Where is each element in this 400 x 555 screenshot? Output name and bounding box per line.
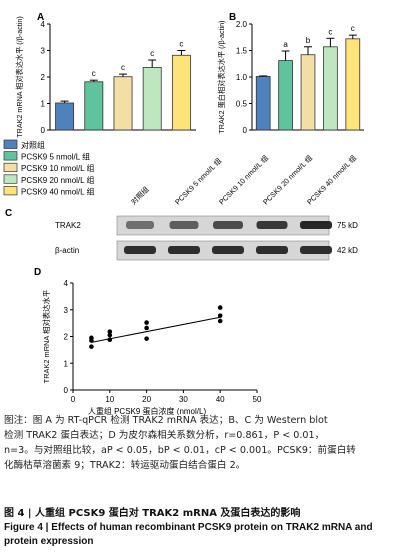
blot-band: [169, 221, 199, 229]
y-tick-label: 2: [41, 73, 46, 82]
y-tick-label: 0: [243, 126, 248, 135]
y-tick-label: 0: [64, 386, 69, 395]
x-tick-label: 30: [179, 395, 188, 404]
y-axis-label: TRAK2 蛋白相对表达水平 (/β-actin): [217, 20, 226, 133]
significance-label: c: [328, 27, 332, 36]
legend-swatch: [3, 162, 18, 173]
x-tick-label: 10: [105, 395, 114, 404]
legend-label: PCSK9 40 nmol/L 组: [21, 186, 95, 196]
significance-label: c: [179, 40, 183, 49]
blot-band: [213, 221, 243, 229]
blot-band: [256, 221, 288, 229]
x-tick-label: 20: [142, 395, 151, 404]
bar: [55, 102, 75, 131]
x-tick-label: 50: [253, 395, 262, 404]
blot-band: [256, 246, 288, 254]
legend-label: 对照组: [21, 140, 45, 150]
lane-label: PCSK9 5 nmol/L 组: [173, 156, 223, 206]
y-tick-label: 2.0: [236, 20, 248, 29]
data-point: [217, 318, 223, 324]
caption-line-1: 图注：图 A 为 RT-qPCR 检测 TRAK2 mRNA 表达；B、C 为 …: [4, 415, 328, 426]
panel-label-C: C: [5, 208, 12, 219]
caption-line-4: 化酶枯草溶菌素 9；TRAK2：转运驱动蛋白结合蛋白 2。: [4, 460, 246, 471]
panel-label-D: D: [34, 267, 41, 278]
bar: [300, 54, 316, 131]
blot-band: [300, 221, 332, 229]
bar: [113, 76, 133, 131]
y-tick-label: 1.5: [236, 47, 248, 56]
panel-label-A: A: [37, 12, 44, 23]
bar: [84, 81, 104, 131]
legend-swatch: [3, 139, 18, 149]
blot-row-label: TRAK2: [55, 221, 81, 230]
y-tick-label: 0.5: [236, 100, 248, 109]
data-point: [144, 320, 149, 325]
legend-label: PCSK9 5 nmol/L 组: [21, 152, 90, 162]
y-tick-label: 3: [64, 306, 69, 315]
blot-band: [124, 246, 156, 254]
legend-label: PCSK9 20 nmol/L 组: [21, 175, 95, 185]
caption-line-3: n=3。与对照组比较，aP < 0.05，bP < 0.01，cP < 0.00…: [4, 445, 356, 456]
bar: [323, 46, 338, 131]
legend-swatch: [3, 186, 18, 196]
y-tick-label: 1.0: [236, 73, 248, 82]
y-axis-label: TRAK2 mRNA 相对表达水平: [42, 290, 51, 384]
y-tick-label: 4: [41, 20, 46, 29]
legend-swatch: [3, 151, 18, 161]
bar-chart-B: B 0 0.5 1.0 1.5 2.0 a b c c TRAK2 蛋白相对表达水平 (/β-act…: [217, 12, 364, 135]
panel-label-B: B: [229, 12, 236, 23]
figure-svg: A 0 1 2 3 4 c c c c TRAK2 mRNA 相对表达水平 (/β-actin) B 0…: [3, 12, 364, 415]
blot-band: [168, 246, 200, 254]
data-point: [107, 329, 113, 334]
bar: [278, 60, 293, 131]
figure-title-english: Figure 4 | Effects of human recombinant …: [4, 522, 373, 547]
x-tick-label: 40: [216, 395, 225, 404]
legend-swatch: [3, 174, 18, 184]
significance-label: c: [351, 24, 355, 33]
bar: [255, 76, 271, 131]
significance-label: c: [150, 49, 154, 58]
bar-chart-A: A 0 1 2 3 4 c c c c TRAK2 mRNA 相对表达水平 (/β-actin): [15, 12, 196, 138]
data-point: [217, 313, 223, 318]
fit-line: [91, 316, 221, 343]
significance-label: b: [306, 36, 311, 45]
y-tick-label: 0: [41, 126, 46, 135]
lane-label: 对照组: [129, 185, 151, 207]
significance-label: a: [283, 40, 288, 49]
data-point: [144, 336, 149, 341]
blot-row-label: β-actin: [55, 246, 79, 255]
bar: [171, 54, 191, 131]
data-point: [217, 305, 223, 310]
figure-title-chinese: 图 4 | 人重组 PCSK9 蛋白对 TRAK2 mRNA 及蛋白表达的影响: [4, 508, 301, 519]
y-tick-label: 2: [64, 333, 69, 342]
blot-size-label: 75 kD: [337, 221, 358, 230]
legend-label: PCSK9 10 nmol/L 组: [21, 163, 95, 173]
y-tick-label: 1: [41, 100, 46, 109]
bar: [345, 38, 361, 131]
caption-line-2: 检测 TRAK2 蛋白表达；D 为皮尔森相关系数分析，r=0.861，P < 0…: [4, 430, 325, 441]
blot-size-label: 42 kD: [337, 246, 358, 255]
y-tick-label: 4: [64, 279, 69, 288]
significance-label: c: [121, 63, 125, 72]
data-point: [89, 344, 94, 349]
blot-band: [300, 246, 332, 254]
y-tick-label: 3: [41, 47, 46, 56]
data-point: [107, 332, 113, 338]
y-axis-label: TRAK2 mRNA 相对表达水平 (/β-actin): [15, 16, 24, 138]
bar: [142, 67, 162, 131]
data-point: [107, 337, 113, 343]
y-tick-label: 1: [64, 359, 69, 368]
blot-band: [212, 246, 244, 254]
data-point: [89, 335, 94, 341]
figure-caption: 图注：图 A 为 RT-qPCR 检测 TRAK2 mRNA 表达；B、C 为 …: [4, 413, 396, 473]
x-axis-label: 人重组 PCSK9 蛋白浓度 (nmol/L): [88, 406, 207, 415]
lane-label: PCSK9 40 nmol/L 组: [305, 153, 358, 206]
blot-band: [126, 221, 154, 229]
data-point: [144, 325, 149, 331]
x-tick-label: 0: [71, 395, 76, 404]
significance-label: c: [92, 69, 96, 78]
